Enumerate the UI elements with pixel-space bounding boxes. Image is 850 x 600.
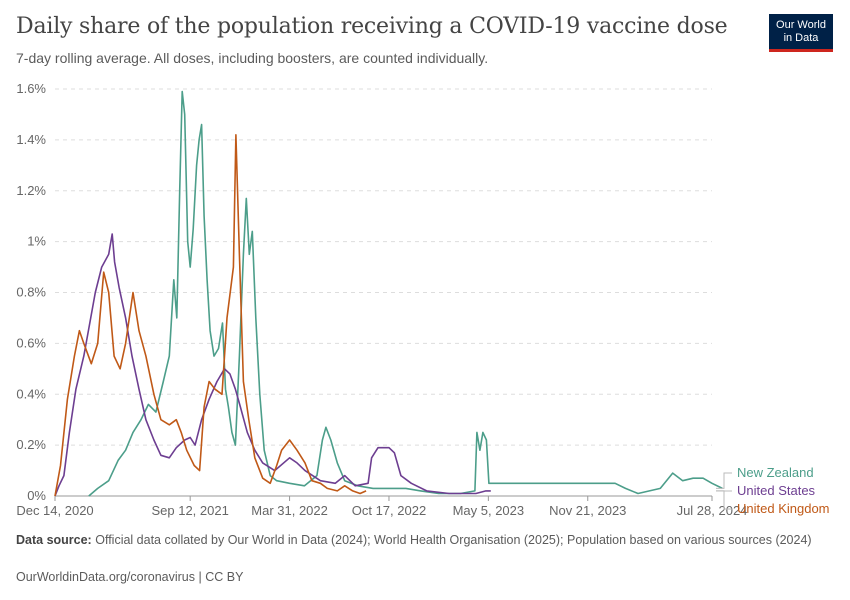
x-tick-label: Jul 28, 2024 xyxy=(677,503,748,518)
x-tick-label: Dec 14, 2020 xyxy=(16,503,93,518)
legend-label[interactable]: New Zealand xyxy=(737,465,814,480)
x-tick-label: Sep 12, 2021 xyxy=(151,503,228,518)
y-tick-label: 1.2% xyxy=(16,183,46,198)
x-tick-label: Nov 21, 2023 xyxy=(549,503,626,518)
legend-label[interactable]: United Kingdom xyxy=(737,501,830,516)
line-chart: 0% 0.2% 0.4% 0.6% 0.8% 1% 1.2% 1.4% 1.6% Dec 14,… xyxy=(16,81,830,518)
x-tick-label: May 5, 2023 xyxy=(453,503,525,518)
y-tick-label: 0.8% xyxy=(16,285,46,300)
legend: New Zealand United States United Kingdom xyxy=(716,465,830,516)
gridlines xyxy=(55,88,712,497)
legend-label[interactable]: United States xyxy=(737,483,816,498)
y-tick-label: 1% xyxy=(27,234,46,249)
series-line-new-zealand[interactable] xyxy=(88,90,723,497)
chart-title: Daily share of the population receiving … xyxy=(16,14,728,39)
chart-subtitle: 7-day rolling average. All doses, includ… xyxy=(16,50,489,66)
series-line-united-states[interactable] xyxy=(54,233,491,497)
y-tick-label: 0.2% xyxy=(16,437,46,452)
source-label: Data source: xyxy=(16,533,92,547)
x-axis-ticks: Dec 14, 2020 Sep 12, 2021 Mar 31, 2022 Oct … xyxy=(16,496,747,518)
logo-line-2: in Data xyxy=(783,32,819,44)
footer-source: Data source: Official data collated by O… xyxy=(16,533,816,548)
series-line-united-kingdom[interactable] xyxy=(54,134,367,497)
y-tick-label: 1.6% xyxy=(16,81,46,96)
x-tick-label: Mar 31, 2022 xyxy=(251,503,328,518)
owid-logo[interactable]: Our World in Data xyxy=(769,14,833,52)
legend-connector xyxy=(716,472,732,489)
legend-connector xyxy=(716,490,732,510)
series-lines xyxy=(54,90,723,497)
source-text: Official data collated by Our World in D… xyxy=(95,533,812,547)
logo-line-1: Our World xyxy=(776,19,826,31)
y-tick-label: 1.4% xyxy=(16,132,46,147)
footer-url[interactable]: OurWorldinData.org/coronavirus | CC BY xyxy=(16,570,244,584)
x-tick-label: Oct 17, 2022 xyxy=(352,503,426,518)
y-tick-label: 0% xyxy=(27,488,46,503)
y-tick-label: 0.4% xyxy=(16,386,46,401)
y-tick-label: 0.6% xyxy=(16,335,46,350)
y-axis-ticks: 0% 0.2% 0.4% 0.6% 0.8% 1% 1.2% 1.4% 1.6% xyxy=(16,81,46,503)
